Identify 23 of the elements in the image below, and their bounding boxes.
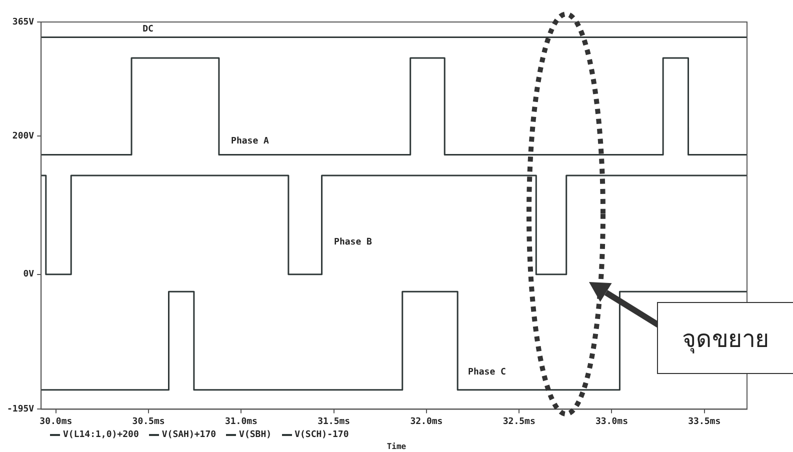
callout-box: จุดขยาย — [657, 302, 793, 374]
y-tick-label: 0V — [23, 270, 35, 280]
x-tick-label: 31.5ms — [318, 416, 350, 427]
legend-label: V(L14:1,0)+200 — [63, 430, 139, 440]
x-tick-label: 32.5ms — [502, 416, 536, 427]
x-tick-label: 30.5ms — [132, 416, 165, 427]
x-tick-label: 33.5ms — [688, 416, 721, 427]
annotation: Phase A — [231, 136, 270, 146]
legend-label: V(SCH)-170 — [294, 430, 349, 440]
x-axis-title: Time — [386, 442, 408, 451]
y-tick-label: -195V — [7, 404, 35, 415]
x-tick-label: 33.0ms — [595, 416, 628, 427]
annotation: Phase B — [334, 237, 373, 248]
x-tick-label: 30.0ms — [40, 416, 72, 427]
y-tick-label: 200V — [12, 131, 35, 142]
annotation: DC — [142, 24, 154, 34]
y-tick-label: 365V — [12, 17, 35, 28]
x-tick-label: 32.0ms — [410, 416, 443, 427]
annotation: Phase C — [468, 367, 506, 378]
legend-label: V(SBH) — [239, 430, 272, 440]
x-tick-label: 31.0ms — [224, 416, 258, 427]
legend-label: V(SAH)+170 — [162, 430, 216, 440]
annotation: จุดขยาย — [682, 324, 769, 356]
